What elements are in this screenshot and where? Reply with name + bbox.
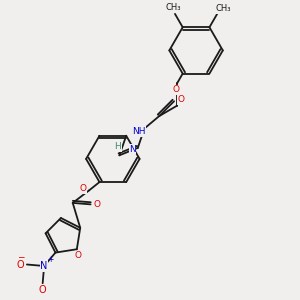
Text: O: O (94, 200, 100, 209)
Text: H: H (115, 142, 121, 152)
Text: O: O (177, 95, 184, 104)
Text: N: N (40, 261, 48, 271)
Text: N: N (129, 145, 136, 154)
Text: O: O (172, 85, 179, 94)
Text: O: O (39, 285, 46, 295)
Text: NH: NH (132, 127, 146, 136)
Text: −: − (16, 253, 24, 262)
Text: O: O (79, 184, 86, 194)
Text: CH₃: CH₃ (165, 3, 181, 12)
Text: +: + (47, 255, 54, 264)
Text: O: O (16, 260, 24, 269)
Text: O: O (75, 251, 82, 260)
Text: CH₃: CH₃ (216, 4, 232, 13)
